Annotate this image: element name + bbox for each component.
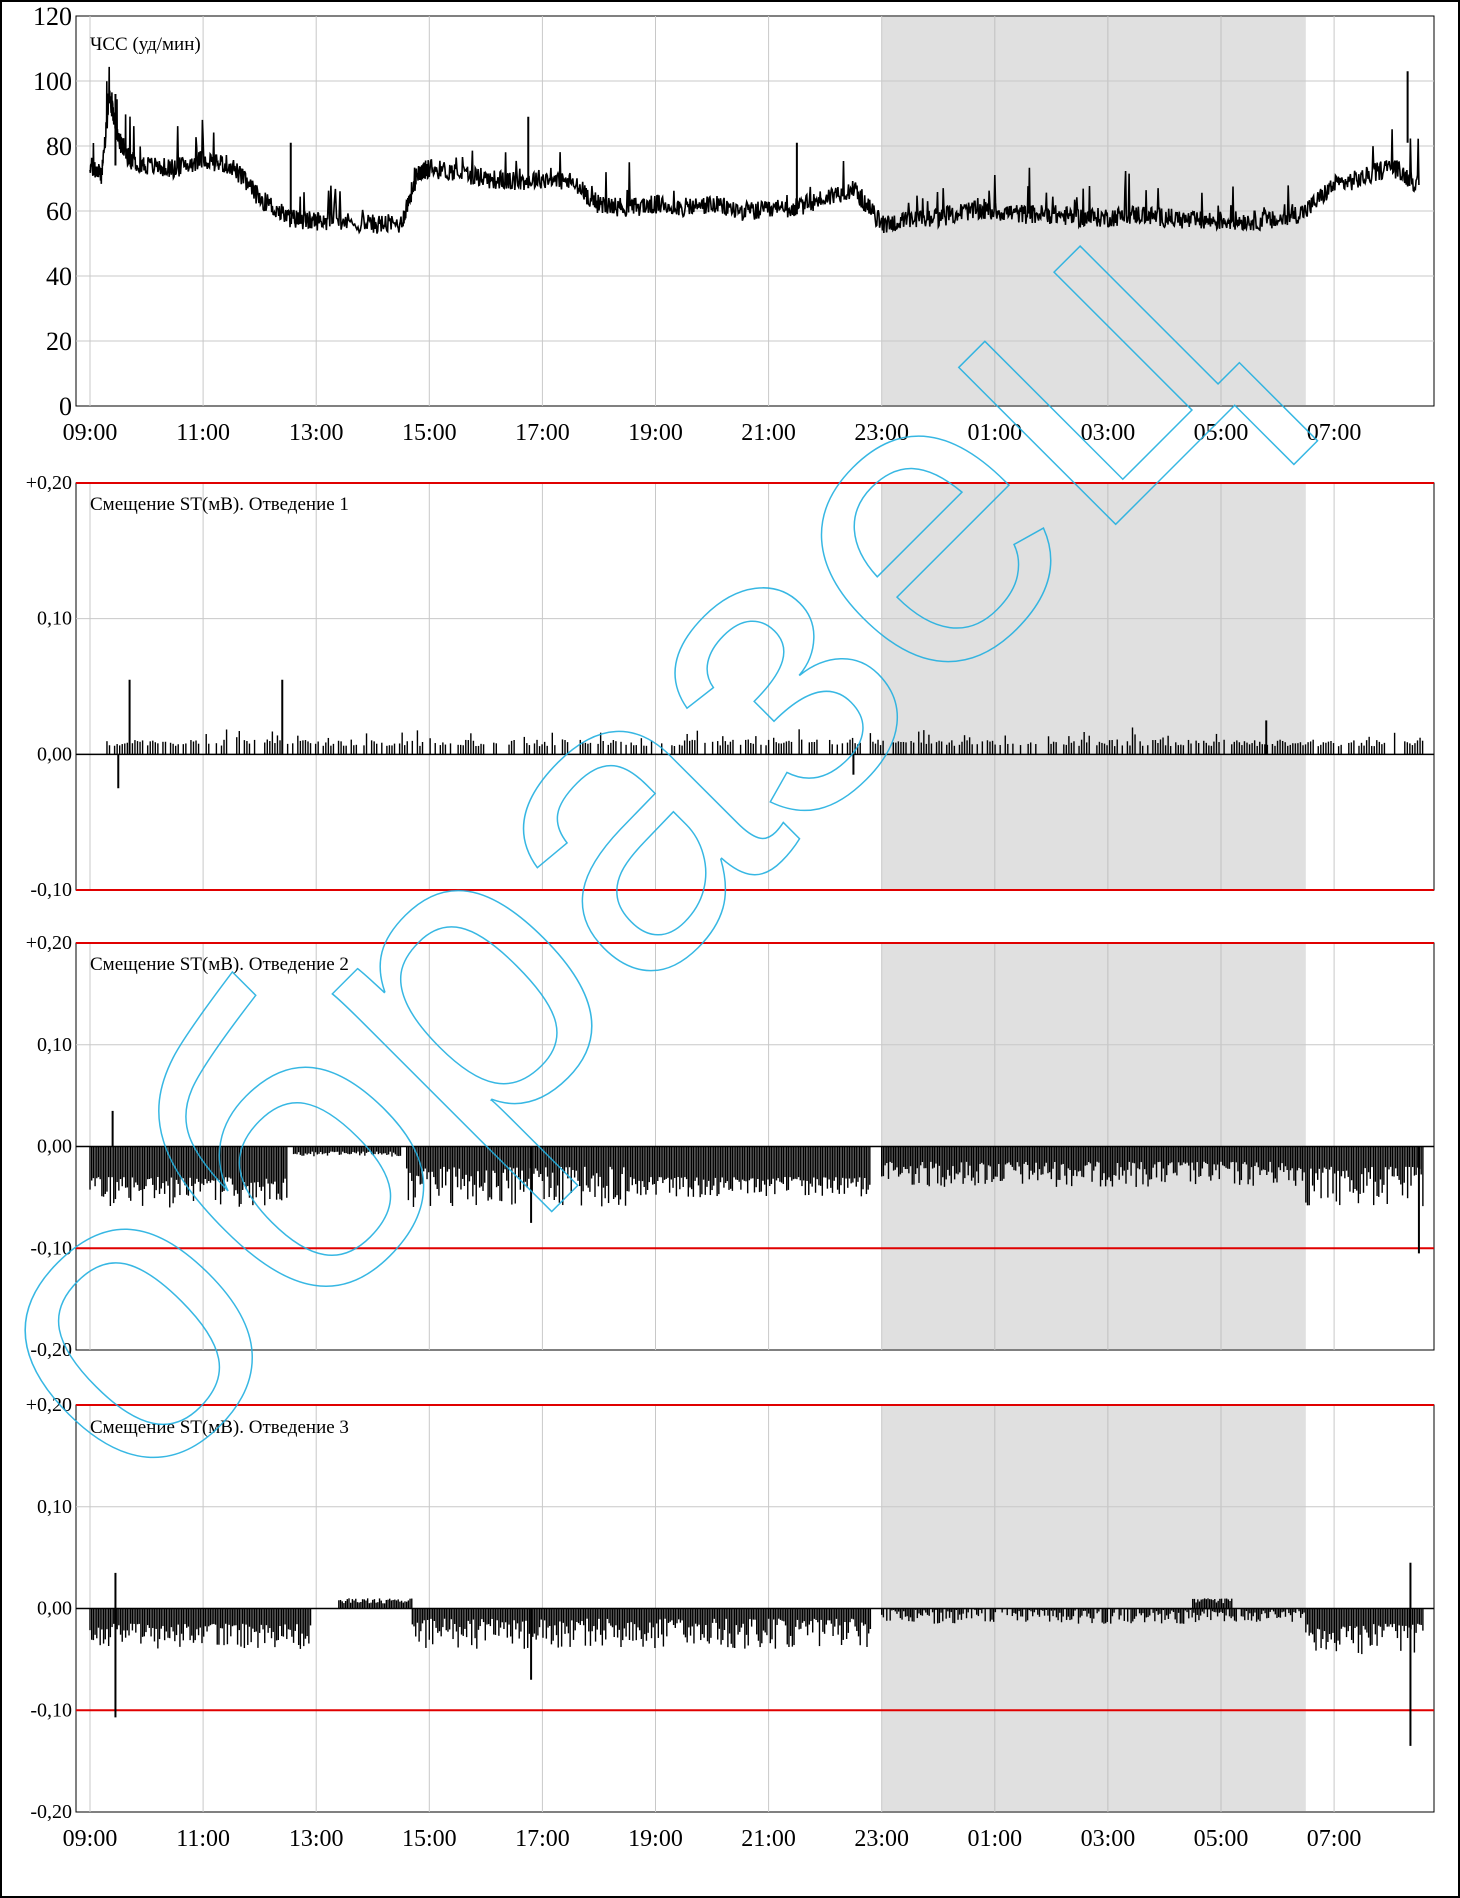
y-tick-label: 0,10	[37, 1496, 72, 1518]
x-tick-label: 01:00	[967, 1826, 1022, 1852]
y-tick-label: 120	[33, 2, 72, 31]
night-band	[881, 484, 1306, 889]
x-tick-label: 11:00	[176, 420, 230, 446]
x-tick-label: 09:00	[63, 420, 118, 446]
panel-title: Смещение ST(мВ). Отведение 2	[90, 954, 349, 975]
x-tick-label: 07:00	[1307, 1826, 1362, 1852]
x-tick-label: 13:00	[289, 1826, 344, 1852]
y-tick-label: 0,00	[37, 1136, 72, 1158]
y-tick-label: 0,00	[37, 1598, 72, 1620]
panel-3	[75, 942, 1435, 1351]
x-tick-label: 21:00	[741, 420, 796, 446]
x-tick-label: 23:00	[854, 420, 909, 446]
x-tick-label: 07:00	[1307, 420, 1362, 446]
x-tick-label: 09:00	[63, 1826, 118, 1852]
x-tick-label: 17:00	[515, 420, 570, 446]
y-tick-label: 0,10	[37, 608, 72, 630]
x-tick-label: 01:00	[967, 420, 1022, 446]
x-tick-label: 19:00	[628, 420, 683, 446]
st-bars	[89, 1146, 1424, 1208]
panel-4	[75, 1404, 1435, 1813]
y-tick-label: 100	[33, 67, 72, 96]
y-tick-label: 0	[59, 392, 72, 421]
x-tick-label: 15:00	[402, 1826, 457, 1852]
x-tick-label: 11:00	[176, 1826, 230, 1852]
x-tick-label: 13:00	[289, 420, 344, 446]
st-bars	[106, 727, 1424, 755]
x-tick-label: 05:00	[1194, 420, 1249, 446]
hr-trace	[89, 66, 1420, 235]
y-tick-label: 80	[46, 132, 72, 161]
x-tick-label: 23:00	[854, 1826, 909, 1852]
panel-2	[75, 482, 1435, 891]
x-tick-label: 17:00	[515, 1826, 570, 1852]
x-tick-label: 03:00	[1081, 420, 1136, 446]
x-tick-label: 03:00	[1081, 1826, 1136, 1852]
x-tick-label: 05:00	[1194, 1826, 1249, 1852]
panel-1	[75, 15, 1435, 407]
x-tick-label: 15:00	[402, 420, 457, 446]
y-tick-label: -0,10	[30, 1237, 72, 1259]
y-tick-label: +0,20	[26, 472, 72, 494]
y-tick-label: +0,20	[26, 1394, 72, 1416]
y-tick-label: 0,10	[37, 1034, 72, 1056]
st-bars	[89, 1598, 1424, 1655]
y-tick-label: -0,20	[30, 1801, 72, 1823]
y-tick-label: 40	[46, 262, 72, 291]
y-tick-label: 20	[46, 327, 72, 356]
panel-title: ЧСС (уд/мин)	[90, 34, 201, 55]
panel-title: Смещение ST(мВ). Отведение 1	[90, 494, 349, 515]
y-tick-label: -0,20	[30, 1339, 72, 1361]
panel-title: Смещение ST(мВ). Отведение 3	[90, 1417, 349, 1438]
y-tick-label: -0,10	[30, 1699, 72, 1721]
y-tick-label: -0,10	[30, 879, 72, 901]
y-tick-label: 0,00	[37, 743, 72, 765]
y-tick-label: 60	[46, 197, 72, 226]
x-tick-label: 19:00	[628, 1826, 683, 1852]
x-tick-label: 21:00	[741, 1826, 796, 1852]
y-tick-label: +0,20	[26, 932, 72, 954]
